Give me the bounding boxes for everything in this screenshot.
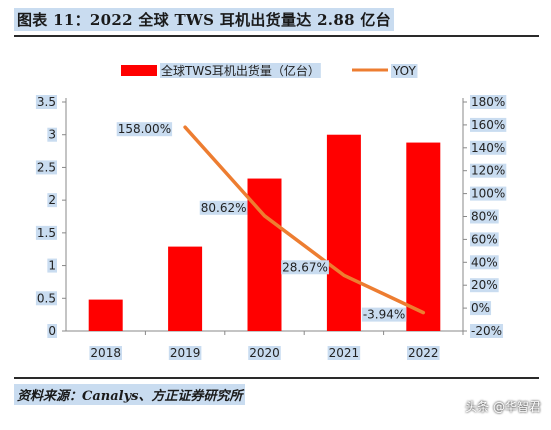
legend-bar-label: 全球TWS耳机出货量（亿台） — [161, 63, 320, 78]
left-tick-label: 2.5 — [37, 160, 56, 174]
right-tick-label: 140% — [471, 141, 505, 155]
right-tick-label: 0% — [471, 301, 490, 315]
right-tick-label: 60% — [471, 232, 498, 246]
left-tick-label: 2 — [48, 193, 56, 207]
bottom-rule — [14, 377, 539, 379]
right-tick-label-highlight — [470, 117, 507, 132]
top-rule — [14, 35, 539, 37]
watermark: 头条 @华智君 — [465, 400, 541, 414]
x-tick-label: 2019 — [170, 346, 201, 360]
left-tick-label: 1 — [48, 259, 56, 273]
left-tick-label: 3 — [48, 128, 56, 142]
legend-line-label: YOY — [392, 64, 416, 78]
yoy-data-label-highlight — [116, 122, 173, 137]
yoy-data-label: 158.00% — [118, 122, 171, 136]
x-tick-label-highlight — [248, 346, 281, 360]
left-tick-label-highlight — [47, 193, 57, 208]
right-tick-label: 120% — [471, 164, 505, 178]
x-tick-label: 2021 — [329, 346, 360, 360]
yoy-data-label-highlight — [281, 260, 329, 275]
bar — [406, 142, 441, 331]
bar — [88, 299, 123, 331]
source-note: 资料来源：Canalys、方正证券研究所 — [14, 384, 246, 405]
x-tick-label: 2020 — [249, 346, 280, 360]
left-tick-label: 3.5 — [37, 95, 56, 109]
right-tick-label: -20% — [471, 324, 502, 338]
chart-area: 全球TWS耳机出货量（亿台） YOY 0 0.5 1 1.5 2 2.5 3 3.5 -20% 0% 2… — [35, 63, 507, 360]
left-tick-label-highlight — [35, 95, 57, 109]
bar — [168, 246, 203, 331]
right-tick-label-highlight — [470, 232, 499, 247]
right-tick-label: 80% — [471, 210, 498, 224]
right-tick-label: 180% — [471, 95, 505, 109]
legend-bar-swatch — [121, 65, 157, 76]
x-tick-label-highlight — [407, 346, 440, 360]
title-row: 图表 11：2022 全球 TWS 耳机出货量达 2.88 亿台 — [14, 8, 539, 34]
right-tick-label-highlight — [470, 95, 507, 109]
left-tick-label-highlight — [35, 225, 57, 240]
left-tick-label-highlight — [35, 160, 57, 175]
right-tick-label: 100% — [471, 187, 505, 201]
left-tick-label-highlight — [47, 324, 57, 338]
right-tick-label-highlight — [470, 140, 507, 155]
x-tick-label: 2018 — [90, 346, 121, 360]
right-tick-label-highlight — [470, 278, 499, 293]
right-tick-label: 20% — [471, 278, 498, 292]
yoy-data-label-highlight — [199, 200, 248, 215]
left-tick-label: 1.5 — [37, 226, 56, 240]
yoy-data-label-highlight — [361, 307, 407, 322]
right-tick-label-highlight — [470, 186, 507, 201]
left-tick-label: 0 — [48, 324, 56, 338]
bar — [326, 134, 361, 331]
left-tick-label: 0.5 — [37, 291, 56, 305]
legend-bar-label-highlight — [160, 63, 321, 78]
x-tick-label-highlight — [89, 346, 122, 360]
x-tick-label-highlight — [168, 346, 202, 360]
yoy-line — [183, 125, 426, 315]
left-tick-label-highlight — [47, 127, 57, 142]
left-tick-label-highlight — [47, 258, 57, 273]
yoy-data-label: 28.67% — [282, 260, 328, 274]
right-tick-label-highlight — [470, 301, 492, 316]
right-tick-label: 160% — [471, 118, 505, 132]
right-tick-label-highlight — [470, 324, 504, 338]
right-tick-label-highlight — [470, 163, 507, 178]
x-tick-label-highlight — [327, 346, 361, 360]
right-tick-label-highlight — [470, 209, 499, 224]
left-tick-label-highlight — [35, 291, 57, 306]
yoy-data-label: -3.94% — [363, 308, 405, 322]
yoy-data-label: 80.62% — [201, 201, 247, 215]
legend-line-label-highlight — [391, 64, 418, 78]
right-tick-label: 40% — [471, 255, 498, 269]
chart-title: 图表 11：2022 全球 TWS 耳机出货量达 2.88 亿台 — [14, 8, 394, 31]
right-tick-label-highlight — [470, 255, 499, 270]
x-tick-label: 2022 — [408, 346, 439, 360]
